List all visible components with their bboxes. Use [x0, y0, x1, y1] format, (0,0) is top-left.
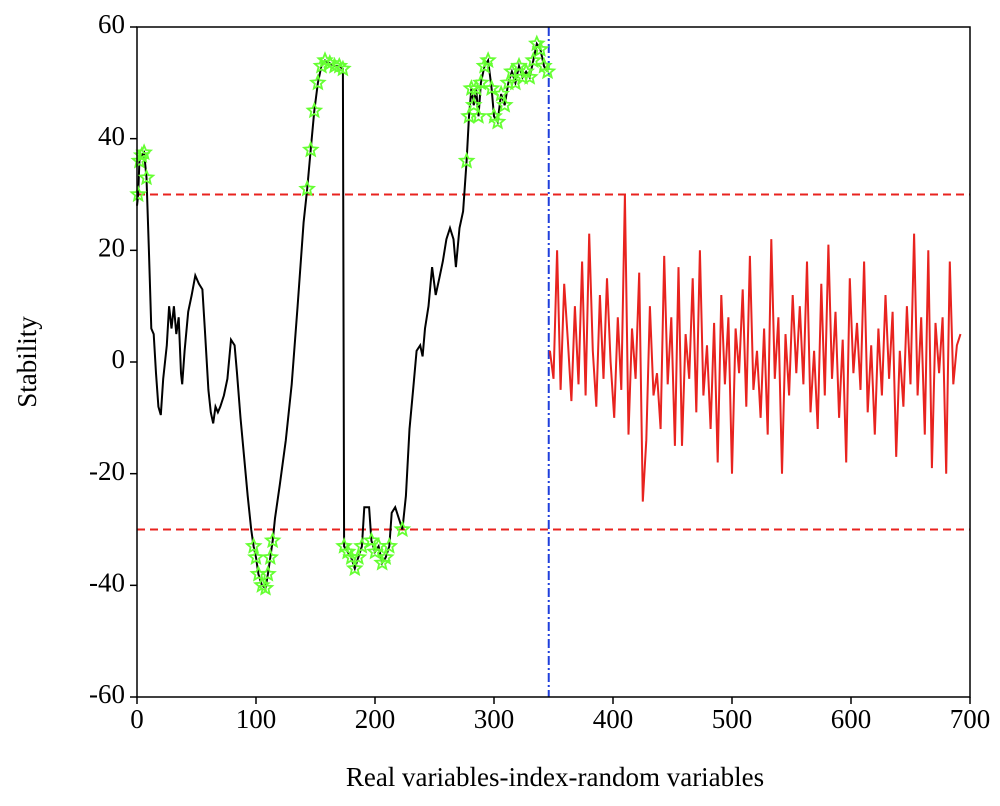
star-marker	[305, 101, 324, 119]
star-marker	[495, 95, 514, 113]
star-marker	[345, 559, 364, 577]
star-marker	[469, 106, 488, 124]
y-tick-label: 0	[112, 344, 126, 374]
star-marker	[263, 531, 282, 549]
star-marker	[258, 564, 277, 582]
star-marker	[376, 548, 395, 565]
star-marker	[244, 536, 263, 554]
star-marker	[135, 143, 154, 161]
star-marker	[488, 112, 507, 130]
series-line	[136, 41, 549, 590]
star-marker	[301, 140, 320, 158]
y-tick-label: 40	[98, 121, 125, 151]
star-marker	[333, 59, 352, 77]
star-marker	[506, 73, 525, 91]
star-marker	[482, 79, 501, 96]
y-tick-label: -60	[89, 679, 125, 709]
star-marker	[464, 95, 483, 113]
x-tick-label: 500	[712, 704, 753, 734]
x-axis-label: Real variables-index-random variables	[346, 762, 764, 792]
star-marker	[256, 578, 275, 596]
plot-frame	[136, 26, 971, 698]
star-marker	[531, 39, 550, 57]
x-tick-label: 400	[593, 704, 634, 734]
star-marker	[308, 73, 327, 91]
star-marker	[479, 51, 497, 69]
y-tick-label: 20	[98, 233, 125, 263]
y-axis-label: Stability	[12, 316, 42, 408]
star-marker	[247, 548, 265, 565]
star-marker	[457, 151, 476, 169]
y-tick-label: -20	[89, 456, 125, 486]
star-marker	[137, 168, 156, 186]
x-tick-label: 600	[831, 704, 872, 734]
star-marker	[462, 79, 481, 96]
star-marker	[393, 520, 412, 538]
x-tick-label: 200	[355, 704, 396, 734]
star-marker	[130, 151, 149, 169]
x-tick-label: 300	[474, 704, 515, 734]
star-marker	[520, 68, 539, 85]
star-marker	[502, 62, 521, 80]
star-marker	[524, 51, 543, 69]
star-marker	[129, 185, 148, 203]
x-tick-label: 100	[236, 704, 277, 734]
star-marker	[325, 56, 344, 74]
star-marker	[298, 179, 317, 197]
star-marker	[472, 73, 490, 91]
star-marker	[380, 536, 399, 554]
star-marker	[492, 84, 511, 102]
y-tick-label: 60	[98, 9, 125, 39]
star-marker	[349, 548, 368, 565]
y-tick-label: -40	[89, 568, 125, 598]
x-tick-label: 700	[950, 704, 991, 734]
series-line	[548, 194, 962, 502]
star-marker	[261, 548, 280, 565]
x-tick-label: 0	[130, 704, 144, 734]
star-marker	[538, 62, 557, 80]
